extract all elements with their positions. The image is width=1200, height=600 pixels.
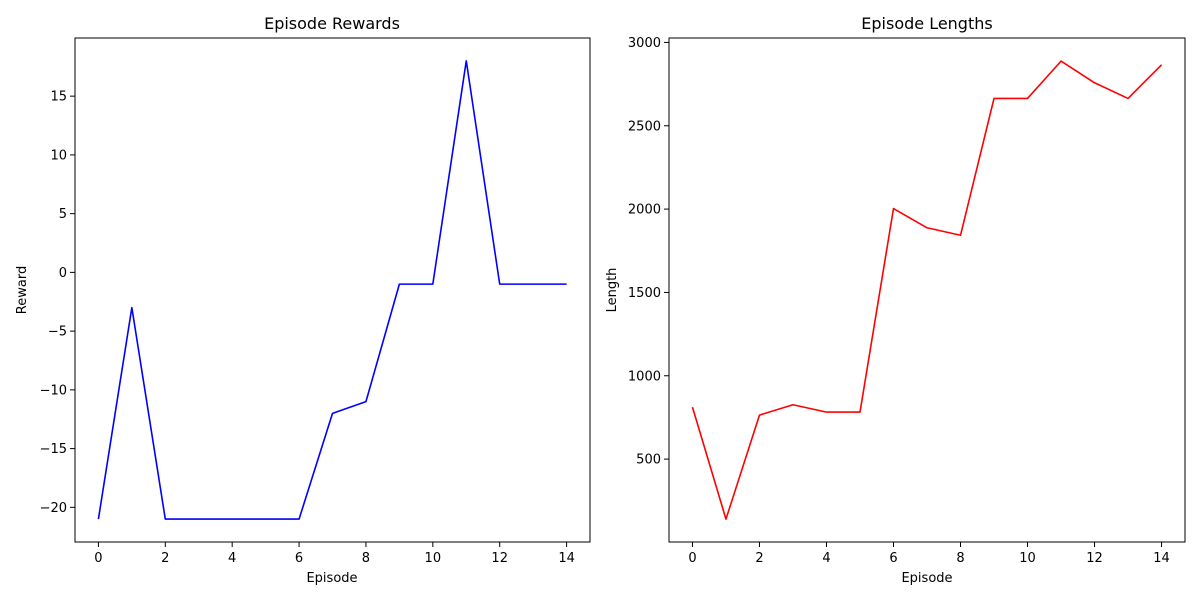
- rewards-series-line: [97, 60, 567, 520]
- lengths-y-tick-label: 500: [636, 453, 661, 468]
- rewards-plot-frame: [74, 37, 591, 543]
- rewards-ticks: 0 2 4 6 8 10 12 14 −20 −15 −10 −5 0 5 10 15: [40, 90, 575, 566]
- lengths-x-tick-label: 14: [1153, 551, 1170, 566]
- rewards-y-tick-label: 0: [59, 266, 67, 281]
- rewards-y-tick-label: −20: [40, 501, 67, 516]
- rewards-x-tick-label: 8: [362, 551, 370, 566]
- lengths-x-tick-label: 6: [889, 551, 897, 566]
- lengths-x-tick-label: 12: [1086, 551, 1103, 566]
- rewards-x-axis-label: Episode: [306, 571, 357, 586]
- lengths-y-axis-label: Length: [605, 268, 620, 313]
- lengths-y-tick-label: 3000: [628, 36, 661, 51]
- lengths-x-tick-label: 0: [688, 551, 696, 566]
- lengths-y-tick-label: 1000: [628, 369, 661, 384]
- rewards-x-tick-label: 4: [228, 551, 236, 566]
- rewards-chart: Episode Rewards Episode Reward 0 2 4 6 8 10 12…: [15, 14, 591, 586]
- rewards-x-tick-label: 6: [295, 551, 303, 566]
- rewards-chart-title: Episode Rewards: [264, 14, 400, 33]
- lengths-series: [691, 60, 1163, 520]
- rewards-y-tick-label: −10: [40, 383, 67, 398]
- lengths-y-tick-label: 2500: [628, 119, 661, 134]
- rewards-x-tick-label: 10: [425, 551, 442, 566]
- rewards-y-tick-label: 10: [50, 148, 67, 163]
- rewards-y-tick-label: −15: [40, 442, 67, 457]
- lengths-chart: Episode Lengths Episode Length 0 2 4 6 8 10 12…: [605, 14, 1186, 586]
- rewards-x-tick-label: 14: [558, 551, 575, 566]
- rewards-y-tick-label: 15: [50, 90, 67, 105]
- rewards-x-tick-label: 0: [94, 551, 102, 566]
- lengths-y-tick-label: 2000: [628, 203, 661, 218]
- rewards-y-tick-label: −5: [48, 325, 67, 340]
- rewards-y-axis-label: Reward: [15, 266, 30, 314]
- rewards-y-tick-label: 5: [59, 207, 67, 222]
- lengths-x-tick-label: 4: [822, 551, 830, 566]
- lengths-ticks: 0 2 4 6 8 10 12 14 500 1000 1500 2000 2500 3000: [628, 36, 1170, 566]
- rewards-x-tick-label: 12: [491, 551, 508, 566]
- lengths-plot-frame: [668, 37, 1186, 543]
- lengths-series-line: [691, 60, 1163, 520]
- rewards-series: [97, 60, 567, 520]
- lengths-chart-title: Episode Lengths: [861, 14, 992, 33]
- lengths-x-tick-label: 10: [1019, 551, 1036, 566]
- lengths-y-tick-label: 1500: [628, 286, 661, 301]
- rewards-x-tick-label: 2: [161, 551, 169, 566]
- lengths-x-tick-label: 2: [755, 551, 763, 566]
- lengths-x-tick-label: 8: [956, 551, 964, 566]
- lengths-x-axis-label: Episode: [901, 571, 952, 586]
